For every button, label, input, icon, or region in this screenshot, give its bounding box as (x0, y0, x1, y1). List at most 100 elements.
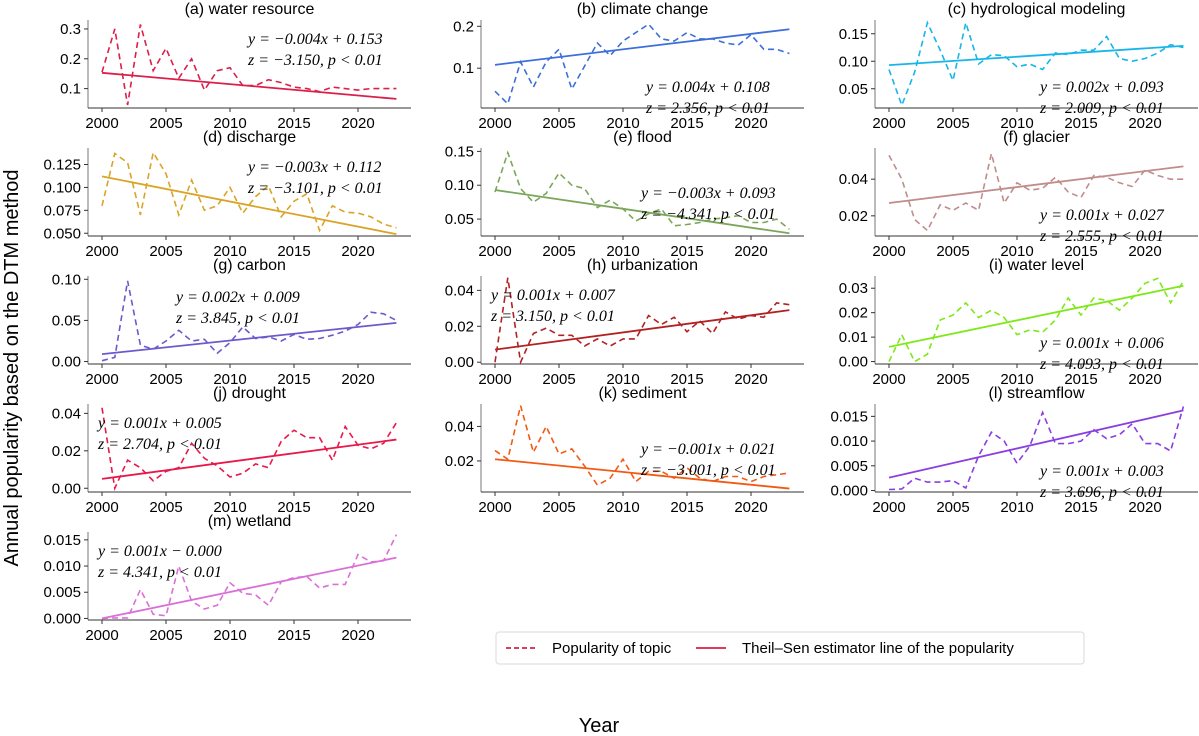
popularity-series-line (494, 277, 790, 366)
y-tick-label: 0.005 (830, 458, 868, 475)
y-tick-label: 0.010 (43, 558, 81, 575)
significance-statistics: z = −4.341, p < 0.01 (640, 206, 776, 223)
panel-title: (j) drought (213, 385, 286, 402)
theil-sen-trend-line (101, 438, 397, 480)
panel-title: (i) water level (989, 257, 1084, 274)
x-tick-label: 2000 (85, 243, 118, 260)
x-tick-label: 2010 (213, 627, 246, 644)
x-tick-label: 2010 (213, 243, 246, 260)
x-tick-label: 2015 (277, 243, 310, 260)
x-tick-label: 2020 (341, 115, 374, 132)
significance-statistics: z = 4.093, p < 0.01 (1039, 356, 1164, 373)
x-tick-label: 2000 (872, 499, 905, 516)
x-tick-label: 2015 (670, 371, 703, 388)
significance-statistics: z = 4.341, p < 0.01 (97, 564, 222, 581)
theil-sen-trend-line (888, 284, 1184, 348)
panel-title: (g) carbon (213, 257, 286, 274)
legend-label-popularity: Popularity of topic (552, 640, 672, 657)
panel: (c) hydrological modeling 0.05 0.10 0.15 200… (839, 1, 1198, 132)
regression-equation: y = 0.001x + 0.003 (1038, 463, 1164, 480)
y-tick-label: 0.00 (839, 354, 868, 371)
theil-sen-trend-line (494, 309, 790, 351)
y-tick-label: 0.02 (445, 453, 474, 470)
y-tick-label: 0.000 (43, 610, 81, 627)
y-tick-label: 0.015 (830, 408, 868, 425)
panel: (i) water level 0.00 0.01 0.02 0.03 2000 2005 2… (839, 257, 1198, 388)
significance-statistics: z = 2.356, p < 0.01 (645, 100, 770, 117)
x-tick-label: 2015 (1064, 115, 1097, 132)
regression-equation: y = 0.002x + 0.009 (174, 289, 300, 306)
y-tick-label: 0.04 (52, 405, 81, 422)
theil-sen-trend-line (494, 189, 790, 235)
x-tick-label: 2020 (341, 243, 374, 260)
x-tick-label: 2015 (1064, 371, 1097, 388)
regression-equation: y = −0.003x + 0.093 (639, 185, 776, 202)
y-tick-label: 0.03 (839, 280, 868, 297)
x-tick-label: 2000 (85, 371, 118, 388)
panel: (a) water resource 0.1 0.2 0.3 2000 2005 2010 2… (60, 1, 411, 132)
x-tick-label: 2005 (542, 371, 575, 388)
panel: (f) glacier 0.02 0.04 2000 2005 2010 2015 2020 y… (839, 129, 1198, 260)
x-tick-label: 2015 (1064, 499, 1097, 516)
x-tick-label: 2020 (341, 627, 374, 644)
x-tick-label: 2000 (85, 627, 118, 644)
x-tick-label: 2020 (1128, 371, 1161, 388)
x-tick-label: 2020 (341, 499, 374, 516)
regression-equation: y = −0.004x + 0.153 (246, 31, 383, 48)
panel: (j) drought 0.00 0.02 0.04 2000 2005 2010 2015 2… (52, 385, 411, 516)
panel: (h) urbanization 0.00 0.02 0.04 2000 2005 2010… (445, 257, 804, 388)
x-tick-label: 2015 (277, 115, 310, 132)
x-tick-label: 2005 (149, 499, 182, 516)
panel-title: (b) climate change (577, 1, 709, 18)
legend-frame (495, 631, 1085, 665)
y-tick-label: 0.010 (830, 433, 868, 450)
panel-title: (m) wetland (208, 513, 292, 530)
y-tick-label: 0.075 (43, 202, 81, 219)
x-tick-label: 2015 (277, 371, 310, 388)
significance-statistics: z = 3.696, p < 0.01 (1039, 484, 1164, 501)
x-tick-label: 2005 (149, 115, 182, 132)
x-tick-label: 2020 (734, 243, 767, 260)
x-tick-label: 2005 (936, 499, 969, 516)
panel: (k) sediment 0.02 0.04 2000 2005 2010 2015 2020… (445, 385, 804, 516)
theil-sen-trend-line (888, 44, 1184, 66)
y-tick-label: 0.00 (52, 354, 81, 371)
legend-label-theil-sen: Theil–Sen estimator line of the populari… (742, 640, 1014, 657)
regression-equation: y = 0.001x + 0.007 (489, 287, 616, 304)
panels: (a) water resource 0.1 0.2 0.3 2000 2005 2010 2… (43, 1, 1198, 644)
significance-statistics: z = −3.150, p < 0.01 (247, 52, 383, 69)
regression-equation: y = −0.003x + 0.112 (246, 159, 381, 176)
y-tick-label: 0.015 (43, 532, 81, 549)
panel-title: (a) water resource (185, 1, 315, 18)
theil-sen-trend-line (101, 71, 397, 100)
y-tick-label: 0.02 (839, 305, 868, 322)
y-tick-label: 0.15 (839, 26, 868, 43)
panel: (l) streamflow 0.000 0.005 0.010 0.015 2000 20… (830, 385, 1198, 516)
x-tick-label: 2015 (670, 243, 703, 260)
x-tick-label: 2000 (478, 371, 511, 388)
x-tick-label: 2010 (213, 371, 246, 388)
significance-statistics: z = 3.845, p < 0.01 (175, 310, 300, 327)
y-tick-label: 0.050 (43, 225, 81, 242)
regression-equation: y = 0.004x + 0.108 (644, 79, 770, 96)
x-tick-label: 2020 (341, 371, 374, 388)
panel: (b) climate change 0.1 0.2 2000 2005 2010 2015… (453, 1, 804, 132)
popularity-series-line (101, 407, 398, 492)
panel: (g) carbon 0.00 0.05 0.10 2000 2005 2010 2015 20… (52, 257, 411, 388)
x-tick-label: 2010 (1000, 243, 1033, 260)
regression-equation: y = 0.002x + 0.093 (1038, 79, 1164, 96)
x-tick-label: 2010 (1000, 371, 1033, 388)
significance-statistics: z = 3.150, p < 0.01 (490, 308, 615, 325)
y-tick-label: 0.10 (52, 271, 81, 288)
x-tick-label: 2020 (1128, 499, 1161, 516)
panel-title: (c) hydrological modeling (948, 1, 1126, 18)
x-tick-label: 2005 (149, 243, 182, 260)
x-tick-label: 2010 (1000, 499, 1033, 516)
y-tick-label: 0.02 (839, 208, 868, 225)
panel-title: (l) streamflow (988, 385, 1084, 402)
x-tick-label: 2005 (149, 371, 182, 388)
popularity-series-line (888, 153, 1184, 232)
x-tick-label: 2010 (606, 115, 639, 132)
y-tick-label: 0.3 (60, 21, 81, 38)
